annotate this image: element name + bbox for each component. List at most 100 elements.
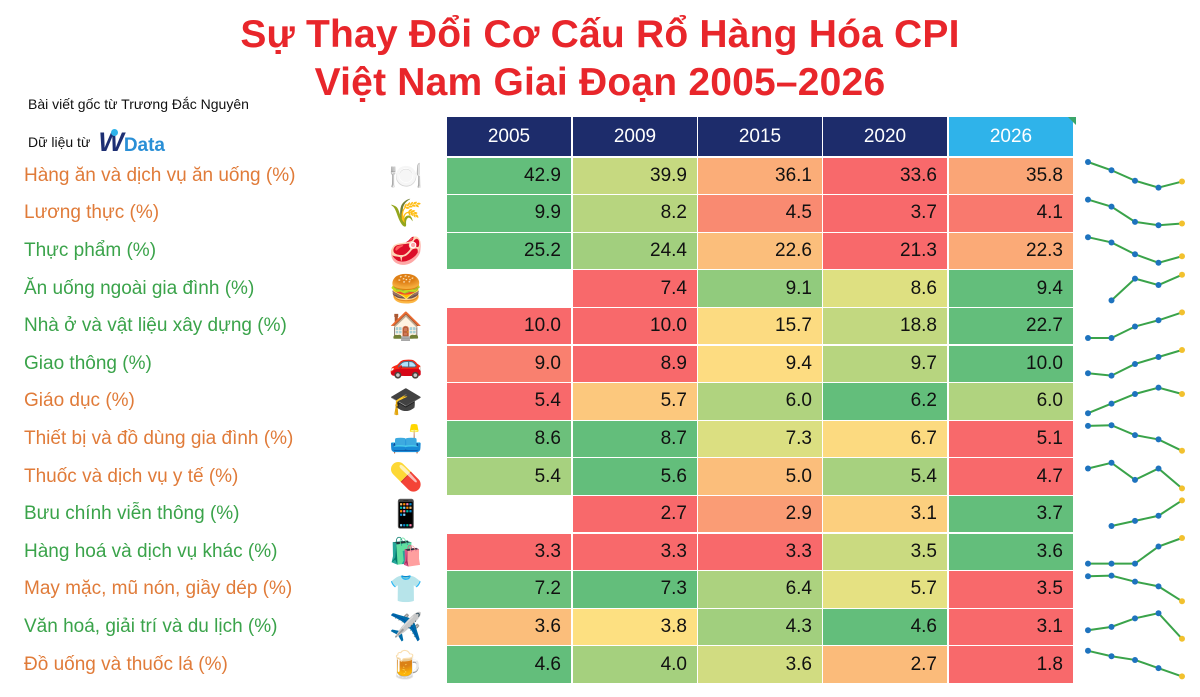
table-cell: 9.7 [823, 345, 947, 383]
sparkline-point [1085, 196, 1091, 203]
sparkline-point [1108, 297, 1115, 304]
source-prefix: Dữ liệu từ [28, 134, 91, 150]
table-cell: 3.7 [949, 495, 1073, 533]
table-cell: 3.1 [949, 608, 1073, 646]
table-cell: 3.3 [573, 533, 697, 571]
sparkline-point [1179, 598, 1185, 605]
sparkline-point [1132, 275, 1138, 282]
table-cell: 4.1 [949, 195, 1073, 232]
table-cell: 6.4 [698, 571, 822, 608]
chart-title-line-2: Việt Nam Giai Đoạn 2005–2026 [314, 61, 886, 104]
table-cell: 25.2 [447, 232, 571, 270]
sparkline-point [1132, 177, 1138, 184]
sparkline-point [1155, 543, 1162, 550]
sparkline-point [1132, 656, 1138, 663]
sparkline-point [1085, 159, 1091, 165]
sparkline-point [1179, 220, 1185, 227]
sparkline-point [1108, 560, 1115, 567]
row-label: Giáo dục (%) [24, 390, 135, 412]
row-label: Hàng hoá và dịch vụ khác (%) [24, 540, 278, 562]
sparkline-point [1108, 623, 1115, 630]
sparkline-point [1179, 309, 1185, 316]
table-cell: 5.7 [573, 383, 697, 420]
column-header-2020: 2020 [823, 117, 947, 156]
sparkline-point [1155, 665, 1162, 672]
sparkline-point [1132, 391, 1138, 397]
sparkline-point [1085, 627, 1091, 634]
table-cell: 3.8 [573, 608, 697, 646]
sparkline-point [1085, 560, 1091, 567]
table-cell: 4.7 [949, 458, 1073, 495]
table-cell: 10.0 [447, 307, 571, 345]
table-cell: 3.7 [823, 195, 947, 232]
sparkline-point [1132, 578, 1138, 585]
table-cell: 8.7 [573, 420, 697, 458]
table-cell: 3.6 [949, 533, 1073, 571]
sparkline [1111, 499, 1183, 527]
sparkline-point [1132, 218, 1138, 225]
sparkline-point [1155, 353, 1162, 360]
table-cell: 3.6 [447, 608, 571, 646]
table-cell: 3.6 [698, 646, 822, 683]
sparkline-point [1108, 459, 1115, 466]
table-cell: 3.5 [949, 571, 1073, 608]
table-cell: 5.0 [698, 458, 822, 495]
table-cell: 42.9 [447, 157, 571, 195]
meat-icon: 🥩 [389, 235, 423, 266]
wdata-logo: W Data [98, 127, 165, 158]
table-cell: 6.2 [823, 383, 947, 420]
sparkline [1087, 461, 1183, 490]
sparkline-point [1179, 535, 1185, 541]
sparkline-point [1155, 436, 1162, 443]
table-cell: 22.3 [949, 232, 1073, 270]
sparkline-point [1132, 323, 1138, 330]
row-label: Văn hoá, giải trí và du lịch (%) [24, 615, 278, 637]
row-label: Giao thông (%) [24, 352, 152, 374]
table-cell: 36.1 [698, 157, 822, 195]
row-label: Ăn uống ngoài gia đình (%) [24, 277, 255, 299]
sparkline-point [1108, 203, 1115, 210]
sparkline-point [1085, 573, 1091, 580]
table-cell: 7.2 [447, 571, 571, 608]
sparkline-point [1179, 673, 1185, 680]
airplane-icon: ✈️ [389, 611, 423, 642]
sparkline-point [1108, 572, 1115, 579]
sparkline-column [1085, 159, 1185, 680]
chart-title-line-1: Sự Thay Đổi Cơ Cấu Rổ Hàng Hóa CPI [240, 13, 960, 56]
table-cell [447, 270, 571, 307]
sparkline-point [1179, 635, 1185, 642]
sparkline-point [1155, 512, 1162, 519]
sparkline-point [1108, 239, 1115, 246]
logo-data-text: Data [123, 134, 165, 156]
sparkline-point [1179, 391, 1185, 397]
sparkline-point [1108, 167, 1115, 174]
table-cell: 5.1 [949, 420, 1073, 458]
sparkline-point [1085, 410, 1091, 417]
table-cell: 10.0 [949, 345, 1073, 383]
table-cell: 8.6 [447, 420, 571, 458]
sparkline-point [1179, 485, 1185, 492]
sparkline-point [1132, 251, 1138, 258]
table-cell [447, 495, 571, 533]
row-label: Đồ uống và thuốc lá (%) [24, 653, 228, 675]
row-label: Nhà ở và vật liệu xây dựng (%) [24, 315, 287, 337]
table-cell: 3.3 [698, 533, 822, 571]
column-header-2009: 2009 [573, 117, 697, 156]
sparkline-point [1132, 476, 1138, 483]
author-credit: Bài viết gốc từ Trương Đắc Nguyên [28, 96, 249, 112]
table-cell: 4.3 [698, 608, 822, 646]
shirt-icon: 👕 [389, 574, 423, 605]
sparkline-point [1155, 282, 1162, 289]
sparkline-point [1179, 347, 1185, 353]
column-header-2026: 2026 [949, 117, 1073, 156]
plate-cutlery-icon: 🍽️ [389, 160, 423, 191]
table-cell: 22.7 [949, 307, 1073, 345]
data-source: Dữ liệu từ W Data [28, 126, 165, 158]
row-label: Thực phẩm (%) [24, 239, 157, 261]
sparkline-point [1155, 465, 1162, 472]
sparkline-point [1108, 422, 1115, 429]
sparkline [1087, 161, 1183, 189]
table-cell: 9.0 [447, 345, 571, 383]
sparkline-point [1155, 317, 1162, 324]
column-header-2015: 2015 [698, 117, 822, 156]
